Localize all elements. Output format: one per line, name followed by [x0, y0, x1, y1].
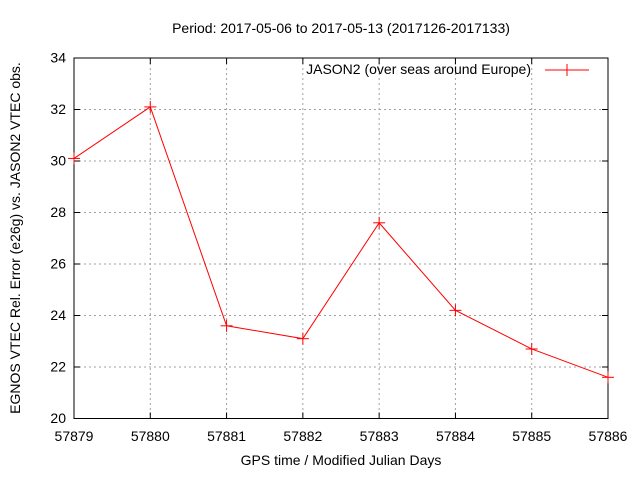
x-tick-label: 57885	[512, 428, 551, 444]
y-tick-label: 26	[50, 256, 66, 272]
tick-marks	[73, 57, 609, 419]
legend-label: JASON2 (over seas around Europe)	[306, 61, 531, 77]
plot-border	[73, 57, 609, 419]
legend-sample-line	[545, 64, 589, 76]
y-tick-label: 32	[50, 101, 66, 117]
y-tick-label: 20	[50, 410, 66, 426]
y-tick-label: 24	[50, 307, 66, 323]
x-tick-label: 57886	[589, 428, 628, 444]
grid-lines	[73, 57, 609, 419]
y-tick-label: 22	[50, 359, 66, 375]
y-tick-label: 30	[50, 153, 66, 169]
x-axis-label: GPS time / Modified Julian Days	[241, 452, 442, 468]
x-tick-label: 57882	[283, 428, 322, 444]
x-tick-label: 57884	[436, 428, 475, 444]
y-tick-labels: 20 22 24 26 28 30 32 34	[50, 50, 66, 427]
chart-title: Period: 2017-05-06 to 2017-05-13 (201712…	[172, 20, 510, 36]
y-tick-label: 28	[50, 204, 66, 220]
data-series	[68, 100, 614, 384]
x-tick-label: 57881	[207, 428, 246, 444]
x-tick-labels: 57879 57880 57881 57882 57883 57884 57885 57886	[55, 428, 628, 444]
axis-border	[73, 57, 609, 419]
x-tick-label: 57880	[131, 428, 170, 444]
x-tick-label: 57879	[55, 428, 94, 444]
legend: JASON2 (over seas around Europe)	[306, 61, 589, 77]
x-tick-label: 57883	[360, 428, 399, 444]
y-axis-label: EGNOS VTEC Rel. Error (e26g) vs. JASON2 …	[7, 62, 23, 414]
y-tick-label: 34	[50, 50, 66, 66]
series-line	[73, 106, 609, 378]
